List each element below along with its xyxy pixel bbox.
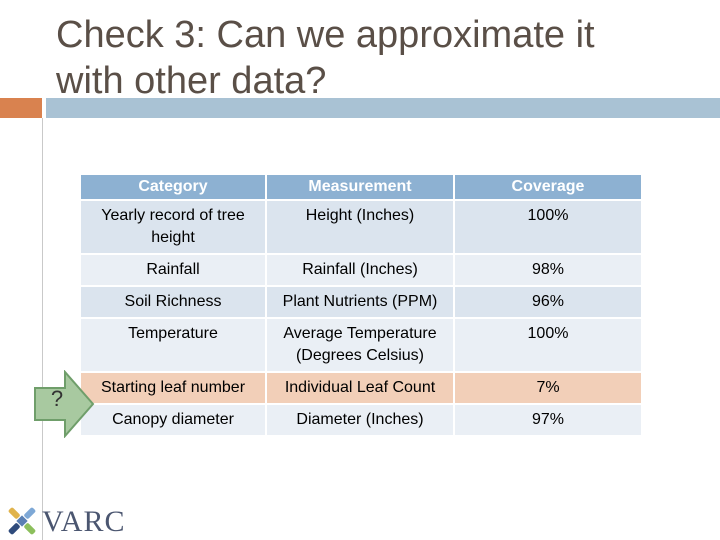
- cell-category: Soil Richness: [81, 287, 265, 317]
- cell-category: Rainfall: [81, 255, 265, 285]
- accent-bar-orange: [0, 98, 42, 118]
- cell-measurement: Diameter (Inches): [267, 405, 453, 435]
- cell-category: Starting leaf number: [81, 373, 265, 403]
- cell-measurement: Plant Nutrients (PPM): [267, 287, 453, 317]
- logo-text: VARC: [42, 505, 126, 538]
- cell-category: Yearly record of tree height: [81, 201, 265, 253]
- callout-question-mark: ?: [50, 386, 64, 411]
- slide-title: Check 3: Can we approximate it with othe…: [56, 14, 595, 102]
- arrow-right-icon: [34, 370, 95, 438]
- cell-category: Temperature: [81, 319, 265, 371]
- cell-coverage: 100%: [455, 319, 641, 371]
- cell-measurement: Height (Inches): [267, 201, 453, 253]
- data-table: Category Measurement Coverage Yearly rec…: [79, 173, 643, 437]
- cell-measurement: Rainfall (Inches): [267, 255, 453, 285]
- divider-line: [42, 118, 43, 540]
- cell-measurement: Individual Leaf Count: [267, 373, 453, 403]
- table-row: Rainfall Rainfall (Inches) 98%: [81, 255, 641, 285]
- cell-measurement: Average Temperature (Degrees Celsius): [267, 319, 453, 371]
- table-row-highlighted: Starting leaf number Individual Leaf Cou…: [81, 373, 641, 403]
- accent-bar-blue: [46, 98, 720, 118]
- cell-coverage: 100%: [455, 201, 641, 253]
- table-row: Canopy diameter Diameter (Inches) 97%: [81, 405, 641, 435]
- table-row: Soil Richness Plant Nutrients (PPM) 96%: [81, 287, 641, 317]
- cell-coverage: 96%: [455, 287, 641, 317]
- table-row: Temperature Average Temperature (Degrees…: [81, 319, 641, 371]
- cell-coverage: 7%: [455, 373, 641, 403]
- cell-coverage: 98%: [455, 255, 641, 285]
- header-category: Category: [81, 175, 265, 199]
- varc-logo-icon: [8, 507, 36, 535]
- header-coverage: Coverage: [455, 175, 641, 199]
- header-measurement: Measurement: [267, 175, 453, 199]
- cell-coverage: 97%: [455, 405, 641, 435]
- table-row: Yearly record of tree height Height (Inc…: [81, 201, 641, 253]
- table-header-row: Category Measurement Coverage: [81, 175, 641, 199]
- cell-category: Canopy diameter: [81, 405, 265, 435]
